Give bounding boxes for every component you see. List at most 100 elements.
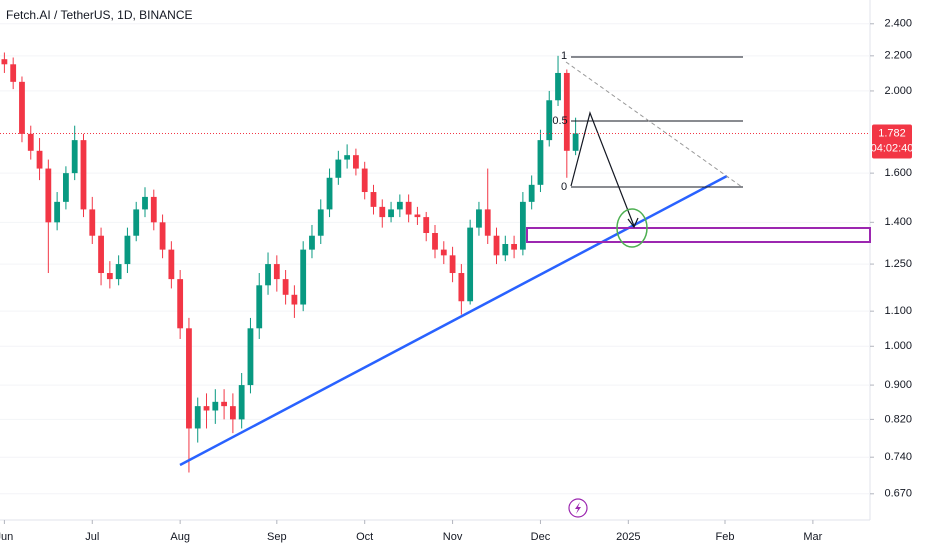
candle-body [36, 150, 43, 169]
candle-body [194, 406, 201, 429]
chart-title: Fetch.AI / TetherUS, 1D, BINANCE [6, 8, 193, 22]
candle-body [353, 155, 359, 169]
candle-body [186, 328, 192, 429]
y-tick-label: 1.600 [884, 167, 912, 179]
x-tick-label: Jul [85, 531, 99, 543]
candle-body [19, 81, 25, 134]
y-tick-label: 1.100 [884, 305, 912, 317]
candle-body [519, 201, 526, 250]
candle-body [300, 249, 307, 305]
candle-body [256, 285, 263, 329]
x-tick-label: Nov [443, 531, 463, 543]
fib-label: 0.5 [552, 115, 567, 127]
arrow-head [627, 217, 639, 229]
x-tick-label: Feb [716, 531, 735, 543]
candle-body [537, 140, 544, 185]
candle-body [229, 406, 236, 420]
last-price-box [872, 124, 912, 159]
candle-body [484, 209, 491, 236]
candle-body [282, 279, 289, 295]
candle-body [388, 209, 394, 218]
candle-body [265, 264, 271, 286]
candle-body [476, 209, 482, 228]
x-tick-label: Dec [531, 531, 551, 543]
candle-body [27, 133, 34, 151]
candle-body [528, 184, 535, 202]
candle-body [370, 192, 377, 207]
candle-body [63, 173, 69, 202]
x-tick-label: 2025 [616, 531, 640, 543]
candle-body [159, 222, 166, 250]
candle-body [71, 140, 78, 174]
candle-body [326, 177, 333, 210]
candle-body [414, 214, 421, 218]
support-zone [526, 227, 871, 243]
candle-body [546, 100, 553, 141]
countdown-label: 04:02:40 [871, 142, 914, 154]
candle-body [133, 209, 140, 236]
candle-body [493, 235, 500, 256]
x-tick-label: Aug [170, 531, 190, 543]
candle-body [432, 233, 438, 250]
candle-body [98, 235, 104, 274]
target-circle [616, 208, 648, 248]
candle-body [89, 209, 96, 236]
candle-body [511, 244, 517, 250]
candle-body [221, 401, 227, 407]
candle-body [555, 72, 561, 101]
fib-label: 1 [561, 50, 567, 62]
candle-body [563, 72, 570, 151]
y-tick-label: 1.400 [884, 216, 912, 228]
y-tick-label: 1.000 [884, 340, 912, 352]
x-tick-label: Mar [803, 531, 822, 543]
candle-body [405, 201, 412, 215]
candle-body [168, 249, 175, 280]
candle-body [361, 168, 368, 193]
candle-body [106, 273, 113, 280]
candle-body [449, 255, 456, 274]
candle-body [502, 244, 509, 256]
y-tick-label: 2.000 [884, 85, 912, 97]
y-tick-label: 0.900 [884, 379, 912, 391]
candle-body [379, 206, 386, 218]
x-tick-label: Sep [267, 531, 287, 543]
candle-body [10, 64, 17, 82]
candle-body [54, 201, 61, 223]
candle-body [150, 196, 157, 223]
candle-body [396, 201, 403, 210]
y-tick-label: 1.250 [884, 258, 912, 270]
candle-body [335, 159, 342, 178]
candle-body [440, 249, 447, 256]
candle-body [344, 155, 351, 160]
candle-body [124, 235, 131, 265]
x-tick-label: Oct [356, 531, 373, 543]
candle-body [177, 279, 184, 329]
candle-body [273, 264, 280, 280]
fib-trend [565, 61, 743, 188]
candle-body [238, 385, 245, 420]
plot [1, 52, 579, 473]
candle-body [467, 227, 474, 302]
y-tick-label: 2.400 [884, 18, 912, 30]
candle-body [247, 328, 254, 386]
fib-label: 0 [561, 181, 567, 193]
event-icon-glyph [575, 502, 581, 514]
candle-body [291, 294, 298, 305]
candle-body [142, 196, 148, 210]
candle-body [203, 406, 210, 411]
candle-body [212, 401, 219, 411]
candle-body [115, 264, 122, 280]
projection-path [570, 111, 635, 227]
last-price-label: 1.782 [878, 127, 906, 139]
y-tick-label: 0.670 [884, 488, 912, 500]
y-tick-label: 2.200 [884, 50, 912, 62]
y-tick-label: 0.740 [884, 451, 912, 463]
candle-body [317, 209, 324, 236]
candle-body [309, 235, 315, 250]
x-tick-label: Jun [0, 531, 13, 543]
candle-body [423, 217, 430, 234]
candle-body [80, 140, 87, 210]
candle-body [458, 273, 465, 302]
